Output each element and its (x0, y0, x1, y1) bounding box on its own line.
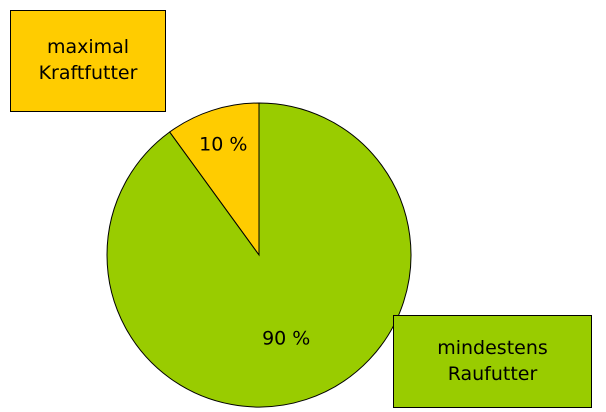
category-label: mindestens Raufutter (393, 315, 592, 408)
category-label: maximal Kraftfutter (10, 10, 166, 112)
data-label: 10 % (199, 134, 247, 156)
data-label: 90 % (262, 327, 310, 349)
pie-slice (106, 102, 412, 408)
pie-slice (168, 102, 260, 257)
